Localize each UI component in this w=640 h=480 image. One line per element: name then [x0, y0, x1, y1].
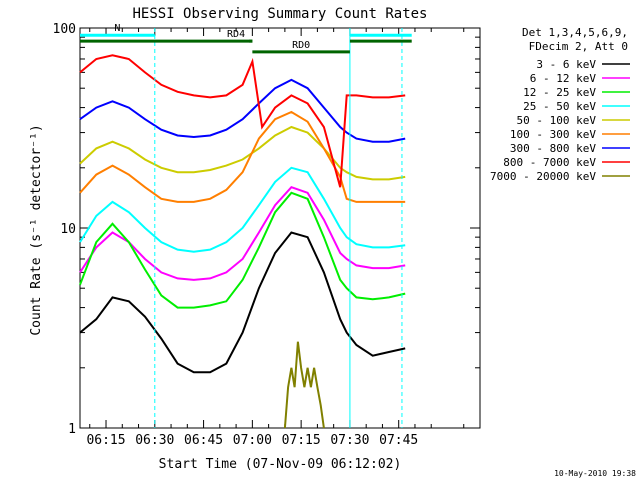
flag-label: N [114, 23, 120, 34]
plot-frame [79, 27, 481, 429]
x-tick-label: 07:15 [282, 433, 321, 448]
flag-label: RD4 [227, 29, 245, 40]
legend-header: Det 1,3,4,5,6,9, [522, 26, 628, 39]
series-line-2 [79, 191, 406, 309]
legend-entry: 800 - 7000 keV [503, 156, 596, 169]
legend-entry: 12 - 25 keV [523, 86, 596, 99]
x-tick-label: 07:00 [233, 433, 272, 448]
legend-entry: 50 - 100 keV [517, 114, 597, 127]
series-line-8 [283, 341, 325, 429]
flag-label: RD0 [292, 40, 310, 51]
series-line-3 [79, 166, 406, 253]
legend-header: FDecim 2, Att 0 [529, 40, 628, 53]
legend: Det 1,3,4,5,6,9,FDecim 2, Att 0 3 - 6 keV… [490, 26, 630, 183]
legend-entry: 6 - 12 keV [530, 72, 597, 85]
x-axis-label: Start Time (07-Nov-09 06:12:02) [159, 457, 402, 472]
legend-entry: 3 - 6 keV [536, 58, 596, 71]
timestamp: 10-May-2010 19:38 [554, 469, 636, 478]
y-tick-label: 1 [68, 422, 76, 437]
x-tick-label: 07:30 [330, 433, 369, 448]
y-tick-label: 100 [53, 22, 76, 37]
legend-entry: 25 - 50 keV [523, 100, 596, 113]
legend-entry: 100 - 300 keV [510, 128, 596, 141]
y-tick-label: 10 [60, 222, 76, 237]
series-line-6 [79, 78, 406, 143]
y-axis-label: Count Rate (s⁻¹ detector⁻¹) [29, 124, 44, 335]
legend-entry: 7000 - 20000 keV [490, 170, 596, 183]
plot-area: 06:15 06:30 06:45 07:00 07:15 07:30 07:45 1 10 10… [53, 22, 481, 448]
x-tick-label: 06:15 [86, 433, 125, 448]
series-line-7 [79, 54, 406, 188]
x-tick-label: 06:45 [184, 433, 223, 448]
x-tick-label: 06:30 [135, 433, 174, 448]
x-tick-label: 07:45 [379, 433, 418, 448]
series-line-0 [79, 231, 406, 374]
series-line-1 [79, 186, 406, 281]
legend-entry: 300 - 800 keV [510, 142, 596, 155]
chart-title: HESSI Observing Summary Count Rates [132, 6, 427, 22]
series-line-5 [79, 110, 406, 203]
